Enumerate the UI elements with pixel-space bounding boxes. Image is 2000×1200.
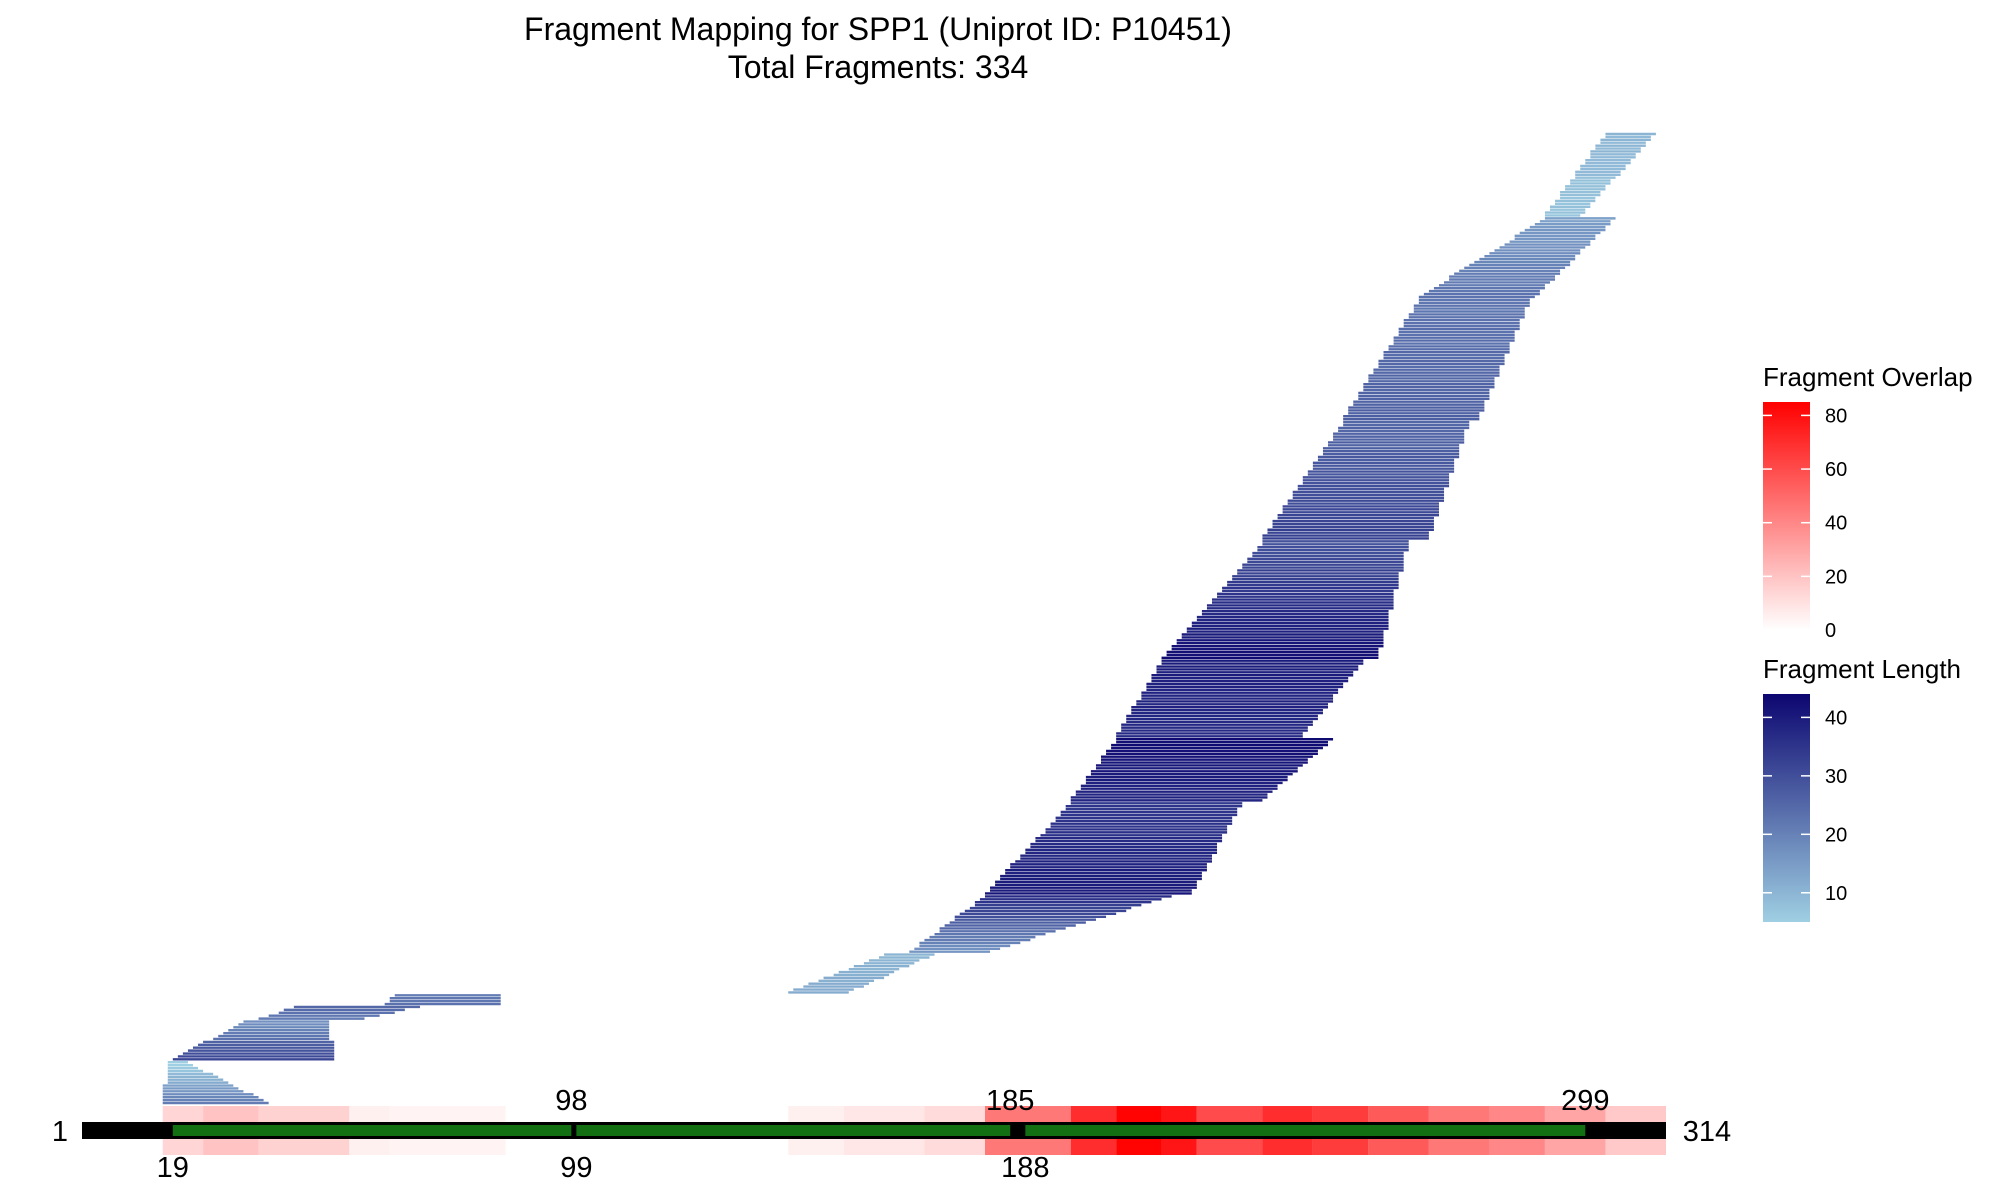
- sequence-start-label: 1: [52, 1116, 68, 1148]
- legend-tick-label: 40: [1825, 707, 1847, 729]
- legend-fragment-overlap: Fragment Overlap 0 20 40 60 80: [1763, 362, 1973, 642]
- domain-start-label: 19: [157, 1152, 189, 1184]
- legends: Fragment Overlap 0 20 40 60 80 Fragment Length…: [1763, 362, 1973, 922]
- fragment-lines: [162, 132, 1656, 1105]
- domain-block: [172, 1125, 572, 1136]
- legend-tick-label: 10: [1825, 883, 1847, 905]
- legend-title: Fragment Overlap: [1763, 362, 1973, 392]
- legend-tick-label: 30: [1825, 766, 1847, 788]
- legend-colorbar: [1763, 694, 1810, 922]
- legend-fragment-length: Fragment Length 10 20 30 40: [1763, 654, 1961, 922]
- legend-tick-label: 40: [1825, 513, 1847, 535]
- sequence-end-label: 314: [1683, 1116, 1731, 1148]
- legend-title: Fragment Length: [1763, 654, 1961, 684]
- legend-colorbar: [1763, 402, 1810, 630]
- legend-tick-label: 0: [1825, 620, 1836, 642]
- legend-tick-label: 60: [1825, 459, 1847, 481]
- legend-tick-label: 20: [1825, 566, 1847, 588]
- domain-start-label: 99: [560, 1152, 592, 1184]
- chart-title: Fragment Mapping for SPP1 (Uniprot ID: P…: [524, 11, 1232, 47]
- domain-end-label: 299: [1561, 1085, 1609, 1117]
- domain-end-label: 98: [555, 1085, 587, 1117]
- legend-tick-label: 20: [1825, 824, 1847, 846]
- domain-block: [576, 1125, 1011, 1136]
- domain-end-label: 185: [986, 1085, 1034, 1117]
- domain-block: [1025, 1125, 1586, 1136]
- legend-tick-label: 80: [1825, 405, 1847, 427]
- domain-start-label: 188: [1001, 1152, 1049, 1184]
- chart-subtitle: Total Fragments: 334: [728, 49, 1029, 85]
- sequence-bar: [82, 1122, 1666, 1139]
- position-labels: 1 314 98 185 299 19 99 188: [52, 1085, 1731, 1184]
